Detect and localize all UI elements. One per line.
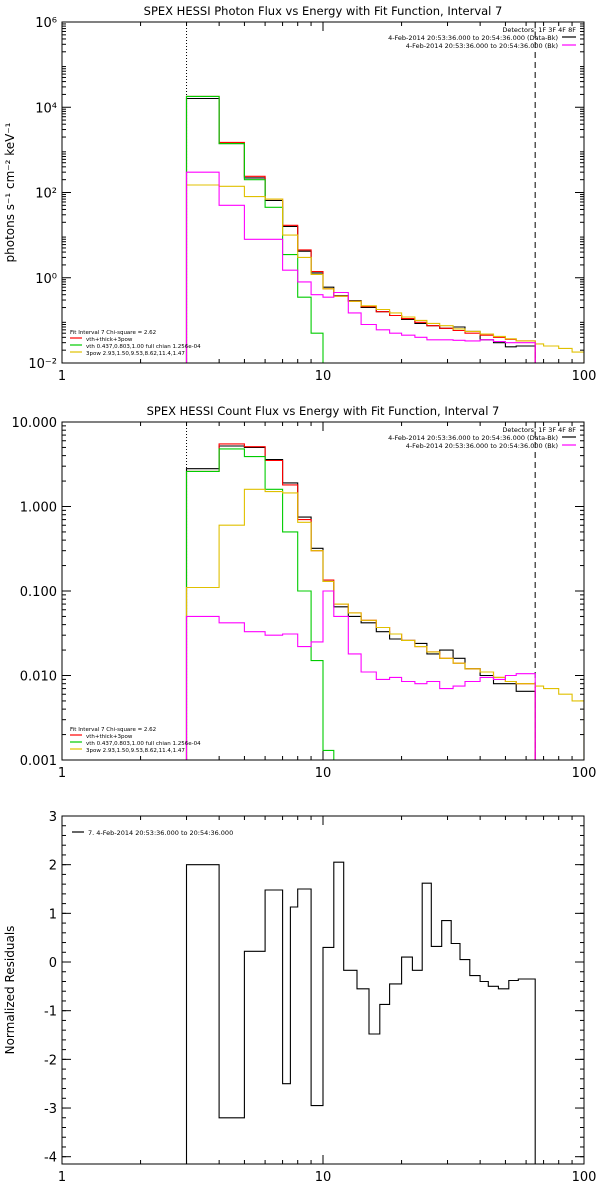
series-line-3 [185, 448, 335, 760]
y-tick-label: 1.000 [20, 501, 57, 516]
series-line-4 [185, 184, 584, 363]
legend-text: Detectors: 1F 3F 4F 8F [502, 26, 576, 34]
x-tick-label: 1 [58, 766, 66, 781]
y-tick-label: -2 [44, 1053, 57, 1068]
y-tick-label: 1 [49, 907, 57, 922]
y-tick-label: 10⁰ [35, 272, 57, 287]
legend-text: Fit Interval 7 Chi-square = 2.62 [70, 330, 156, 336]
legend-text: vth 0.437,0.803,1.00 full chian 1.256e-0… [86, 741, 201, 747]
legend-text: vth+thick+3pow [86, 734, 133, 740]
legend-text: 7. 4-Feb-2014 20:53:36.000 to 20:54:36.0… [88, 829, 233, 837]
y-axis-label: Normalized Residuals [3, 926, 17, 1055]
legend-text: 3pow 2.93,1.50,9.53,8.62,11.4,1.47 [86, 748, 185, 754]
legend-text: 4-Feb-2014 20:53:36.000 to 20:54:36.000 … [406, 442, 558, 450]
legend-text: Fit Interval 7 Chi-square = 2.62 [70, 727, 156, 733]
plot-frame [61, 421, 585, 761]
legend-text: 4-Feb-2014 20:53:36.000 to 20:54:36.000 … [406, 42, 558, 50]
x-tick-label: 100 [572, 369, 597, 384]
y-tick-label: 10.000 [12, 416, 58, 431]
y-tick-label: -4 [44, 1151, 57, 1166]
series-line-2 [185, 443, 536, 760]
series-line-5 [185, 590, 536, 760]
x-tick-label: 1 [58, 369, 66, 384]
legend-text: vth 0.437,0.803,1.00 full chian 1.256e-0… [86, 344, 201, 350]
y-tick-label: 3 [49, 810, 57, 825]
y-tick-label: -3 [44, 1102, 57, 1117]
chart-panel-1: SPEX HESSI Photon Flux vs Energy with Fi… [3, 4, 596, 384]
legend-text: 4-Feb-2014 20:53:36.000 to 20:54:36.000 … [388, 34, 558, 42]
y-tick-label: 2 [49, 859, 57, 874]
chart-title: SPEX HESSI Photon Flux vs Energy with Fi… [144, 4, 503, 18]
legend-text: vth+thick+3pow [86, 337, 133, 343]
y-tick-label: 10⁻² [28, 357, 57, 372]
chart-panel-2: SPEX HESSI Count Flux vs Energy with Fit… [12, 404, 597, 781]
x-tick-label: 10 [315, 1170, 332, 1185]
legend-text: Detectors: 1F 3F 4F 8F [502, 426, 576, 434]
series-line-1 [185, 445, 536, 760]
series-line-1 [185, 861, 536, 1164]
x-tick-label: 100 [572, 1170, 597, 1185]
legend-text: 3pow 2.93,1.50,9.53,8.62,11.4,1.47 [86, 351, 185, 357]
y-tick-label: 0.100 [20, 585, 57, 600]
y-tick-label: 0.010 [20, 670, 57, 685]
y-tick-label: 0 [49, 956, 57, 971]
x-tick-label: 1 [58, 1170, 66, 1185]
plot-frame [61, 815, 585, 1165]
chart-panel-3: Normalized Residuals 1 10 100 -4 -3 -2 -1 0 1 2 3 7.… [3, 810, 596, 1185]
y-axis-label: photons s⁻¹ cm⁻² keV⁻¹ [3, 122, 17, 262]
y-tick-label: 10⁶ [35, 16, 57, 31]
series-line-4 [185, 488, 584, 760]
series-line-3 [185, 95, 324, 363]
y-tick-label: 10² [35, 187, 57, 202]
legend-text: 4-Feb-2014 20:53:36.000 to 20:54:36.000 … [388, 434, 558, 442]
x-tick-label: 100 [572, 766, 597, 781]
y-tick-label: 10⁴ [35, 101, 57, 116]
y-tick-label: -1 [44, 1005, 57, 1020]
plot-frame [61, 21, 585, 364]
chart-title: SPEX HESSI Count Flux vs Energy with Fit… [147, 404, 500, 418]
series-line-5 [185, 171, 536, 363]
y-tick-label: 0.001 [20, 754, 57, 769]
x-tick-label: 10 [315, 766, 332, 781]
x-tick-label: 10 [315, 369, 332, 384]
